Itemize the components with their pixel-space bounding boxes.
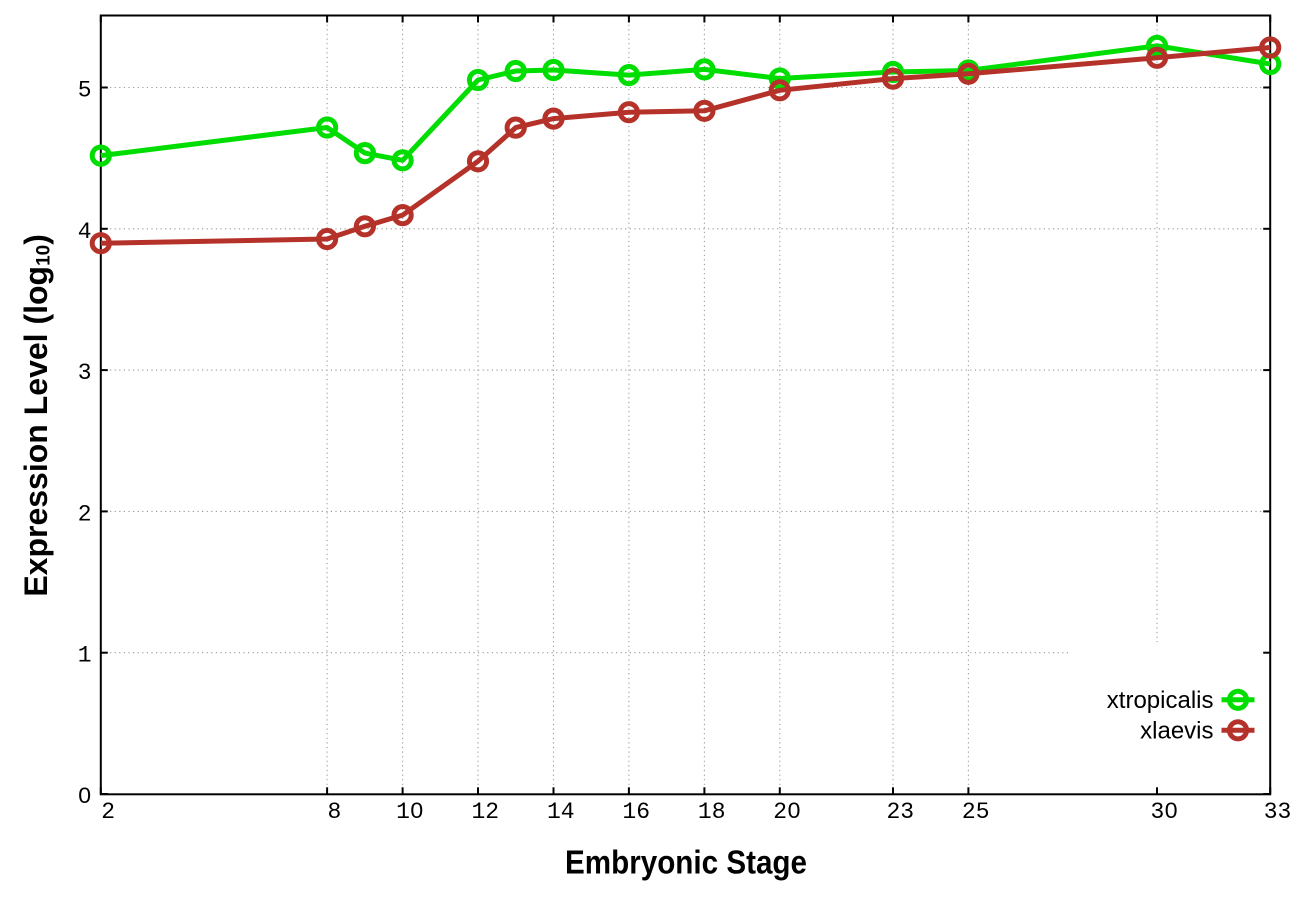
- svg-text:25: 25: [962, 799, 990, 825]
- svg-text:3: 3: [78, 360, 92, 386]
- svg-text:xlaevis: xlaevis: [1140, 718, 1213, 745]
- svg-text:1: 1: [78, 643, 92, 669]
- svg-text:30: 30: [1150, 799, 1178, 825]
- svg-text:12: 12: [471, 799, 499, 825]
- svg-text:33: 33: [1264, 799, 1292, 825]
- svg-text:Embryonic Stage: Embryonic Stage: [565, 844, 807, 881]
- svg-text:16: 16: [622, 799, 650, 825]
- svg-text:4: 4: [78, 219, 92, 245]
- svg-text:2: 2: [78, 501, 92, 527]
- svg-text:8: 8: [327, 799, 341, 825]
- svg-text:5: 5: [78, 78, 92, 104]
- svg-text:23: 23: [886, 799, 914, 825]
- svg-text:Expression Level (log10): Expression Level (log10): [18, 234, 55, 597]
- svg-text:2: 2: [101, 799, 115, 825]
- svg-text:18: 18: [698, 799, 726, 825]
- svg-text:14: 14: [547, 799, 575, 825]
- svg-text:xtropicalis: xtropicalis: [1107, 687, 1214, 714]
- svg-text:20: 20: [773, 799, 801, 825]
- svg-text:10: 10: [396, 799, 424, 825]
